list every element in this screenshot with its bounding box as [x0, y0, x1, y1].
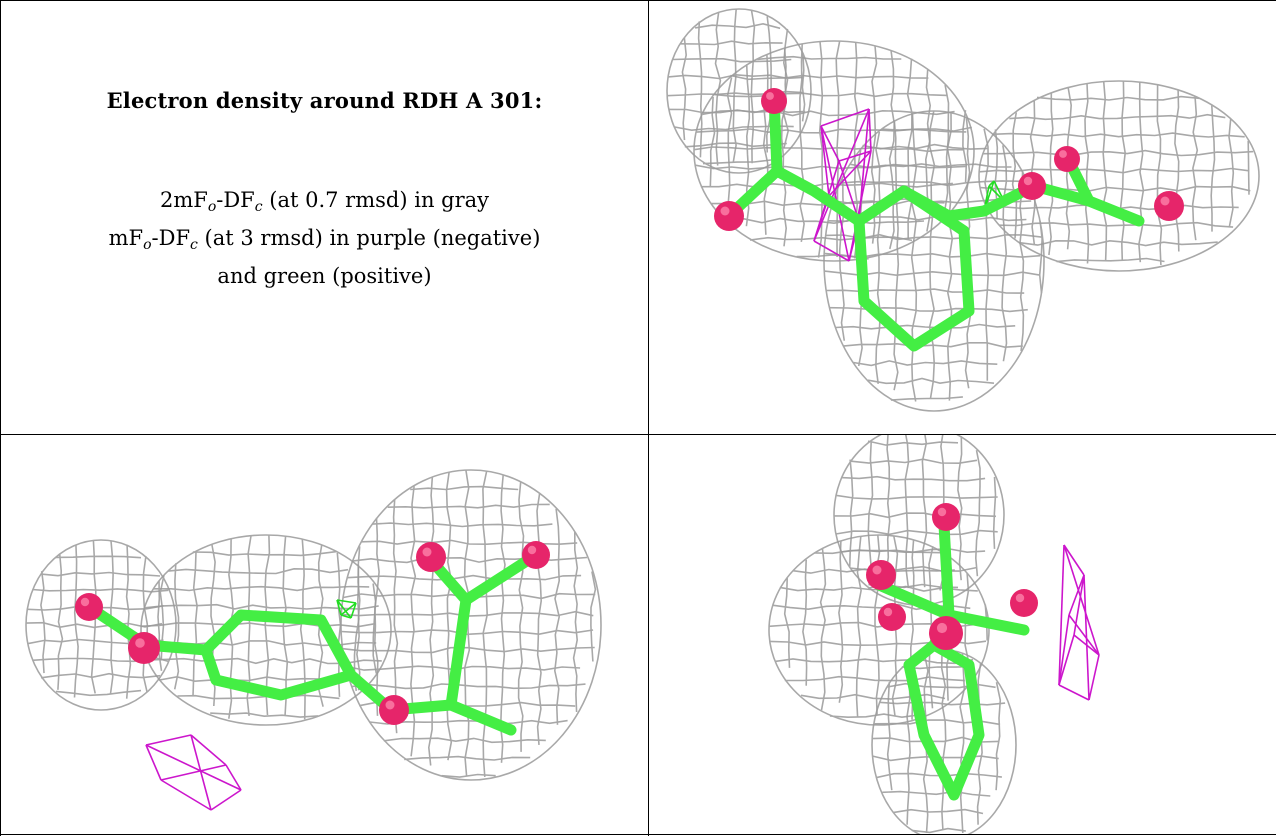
oxygen-atom-5 — [522, 541, 550, 569]
density-render-bottom-right — [768, 435, 1100, 834]
oxygen-atom-1 — [761, 88, 787, 114]
caption-legend: 2mFo-DFc (at 0.7 rmsd) in gray mFo-DFc (… — [109, 185, 541, 292]
negative-density-bottom-left — [145, 734, 242, 811]
ligand-stick-cross — [873, 579, 1030, 636]
table-border-bottom — [0, 834, 1276, 835]
mesh-left-lobe — [25, 539, 177, 711]
oxygen-atom-1 — [75, 593, 103, 621]
caption-title: Electron density around RDH A 301: — [106, 88, 543, 113]
oxygen-atom-1 — [932, 503, 960, 531]
density-render-bottom-left — [25, 469, 602, 811]
table-border-left — [0, 0, 1, 836]
oxygen-atom-2 — [866, 560, 896, 590]
caption-cell: Electron density around RDH A 301: 2mFo-… — [1, 1, 648, 434]
table-border-middle — [0, 434, 1276, 435]
mesh-right-lobe — [340, 469, 602, 781]
mesh-right-lobe — [978, 80, 1260, 272]
oxygen-atom-2 — [714, 201, 744, 231]
oxygen-atom-4 — [416, 542, 446, 572]
view-bottom-left — [1, 435, 648, 834]
negative-density-bottom-right — [1058, 544, 1100, 701]
ligand-ring — [903, 639, 985, 801]
mesh-bottom-lobe — [871, 649, 1017, 834]
oxygen-atom-4 — [929, 616, 963, 650]
mesh-left-body — [693, 40, 975, 262]
positive-density-bottom-left — [336, 599, 357, 619]
table-border-center — [648, 0, 649, 836]
view-bottom-right — [649, 435, 1276, 834]
ligand-stick-chain — [771, 165, 990, 227]
legend-line-colors: and green (positive) — [217, 264, 432, 288]
oxygen-atom-5 — [1154, 191, 1184, 221]
oxygen-atom-3 — [379, 695, 409, 725]
ligand-stick-ester — [345, 669, 517, 736]
density-render-top-right — [666, 8, 1260, 412]
oxygen-atom-2 — [128, 632, 160, 664]
ligand-ring — [200, 609, 357, 701]
oxygen-atom-5 — [1010, 589, 1038, 617]
table-border-top — [0, 0, 1276, 1]
legend-line-fofc: mFo-DFc (at 3 rmsd) in purple (negative) — [108, 226, 541, 253]
ligand-ring — [853, 185, 975, 352]
legend-line-2fofc: 2mFo-DFc (at 0.7 rmsd) in gray — [159, 188, 490, 215]
ligand-stick-ester — [978, 180, 1145, 227]
oxygen-atom-3 — [878, 603, 906, 631]
oxygen-atom-3 — [1018, 172, 1046, 200]
oxygen-atom-4 — [1054, 146, 1080, 172]
view-top-right — [649, 1, 1276, 434]
